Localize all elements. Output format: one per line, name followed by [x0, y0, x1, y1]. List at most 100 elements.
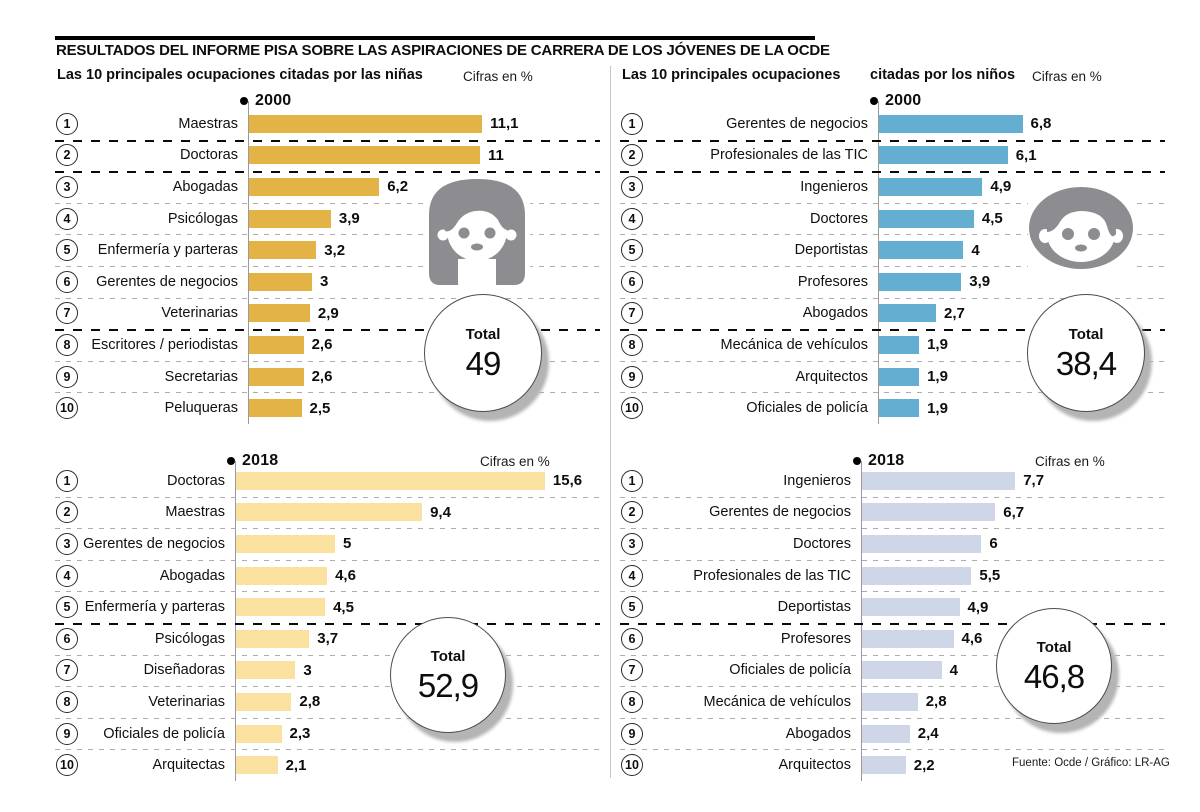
- value-label: 1,9: [927, 399, 948, 417]
- rank-badge: 3: [621, 533, 643, 555]
- year-label: 2018: [242, 452, 279, 469]
- rank-badge: 9: [56, 722, 78, 745]
- value-bar: [236, 471, 545, 490]
- total-label: Total: [1068, 325, 1104, 343]
- value-bar: [236, 503, 423, 522]
- cifras-note-right: Cifras en %: [1032, 69, 1102, 84]
- row-separator: [620, 266, 1165, 267]
- occupation-label: Deportistas: [777, 599, 851, 616]
- occupation-label: Veterinarias: [161, 305, 238, 322]
- value-bar: [236, 693, 292, 711]
- value-bar: [879, 178, 983, 196]
- value-bar: [879, 114, 1023, 133]
- row-separator: [620, 171, 1165, 174]
- value-label: 1,9: [927, 336, 948, 354]
- value-label: 6,1: [1015, 146, 1037, 164]
- rank-badge: 4: [621, 207, 643, 230]
- value-label: 4,5: [333, 598, 354, 616]
- occupation-label: Enfermería y parteras: [97, 242, 238, 259]
- rank-badge: 10: [621, 397, 643, 420]
- value-bar: [249, 146, 480, 165]
- title-rule: [55, 36, 815, 40]
- occupation-label: Profesionales de las TIC: [710, 147, 868, 164]
- occupation-label: Secretarias: [164, 368, 238, 385]
- source-credit: Fuente: Ocde / Gráfico: LR-AG: [1012, 757, 1170, 769]
- value-label: 4,5: [981, 210, 1003, 228]
- value-label: 2,9: [317, 304, 339, 322]
- row-separator: [55, 559, 600, 561]
- year-label: 2000: [255, 92, 292, 109]
- rank-badge: 2: [56, 144, 78, 167]
- value-label: 11: [488, 146, 504, 164]
- rank-badge: 6: [56, 270, 78, 293]
- value-label: 3,2: [324, 241, 346, 259]
- value-label: 2,8: [299, 693, 321, 711]
- rank-badge: 6: [621, 270, 643, 293]
- row-separator: [620, 717, 1165, 719]
- axis-dot-icon: [853, 457, 861, 465]
- row-separator: [55, 171, 600, 174]
- cifras-note-left: Cifras en %: [463, 69, 533, 84]
- occupation-label: Gerentes de negocios: [83, 535, 225, 552]
- value-bar: [879, 241, 964, 260]
- rank-badge: 1: [621, 112, 643, 135]
- total-value: 49: [465, 344, 502, 382]
- occupation-label: Mecánica de vehículos: [703, 693, 852, 710]
- value-label: 2,6: [311, 336, 333, 354]
- value-bar: [249, 178, 380, 196]
- value-label: 3: [320, 273, 329, 291]
- value-bar: [249, 209, 331, 228]
- value-label: 4: [971, 241, 980, 259]
- occupation-label: Abogadas: [159, 567, 225, 584]
- value-bar: [249, 241, 317, 260]
- value-bar: [862, 598, 960, 617]
- rank-badge: 4: [56, 564, 78, 587]
- value-label: 4,9: [967, 598, 989, 616]
- boy-face-icon: [1028, 186, 1134, 270]
- value-label: 2,1: [285, 756, 307, 774]
- value-label: 3,9: [969, 273, 991, 291]
- value-bar: [879, 399, 920, 418]
- value-label: 6,2: [387, 178, 409, 196]
- value-bar: [249, 399, 302, 418]
- rank-badge: 1: [56, 112, 78, 135]
- chart-boys-2000: 2000 1 Gerentes de negocios 6,8 2 Profesiona…: [620, 90, 1165, 432]
- year-label: 2018: [868, 452, 905, 469]
- value-label: 2,7: [944, 304, 965, 322]
- occupation-label: Doctoras: [166, 472, 225, 489]
- row-separator: [620, 496, 1165, 498]
- row-separator: [55, 392, 600, 394]
- row-separator: [620, 591, 1165, 593]
- chart-axis-line: [878, 101, 879, 424]
- value-bar: [236, 629, 310, 648]
- occupation-label: Mecánica de vehículos: [720, 336, 869, 353]
- rank-badge: 3: [621, 176, 643, 198]
- subtitle-boys-part2: citadas por los niños: [870, 67, 1016, 83]
- row-separator: [620, 329, 1165, 332]
- value-bar: [862, 756, 906, 775]
- value-label: 2,2: [913, 756, 935, 774]
- value-bar: [879, 304, 936, 323]
- row-separator: [620, 528, 1165, 530]
- occupation-label: Profesores: [780, 630, 851, 647]
- value-bar: [236, 566, 328, 585]
- value-bar: [236, 756, 278, 775]
- value-label: 11,1: [490, 115, 519, 133]
- rank-badge: 7: [621, 302, 643, 325]
- chart-year-header: 2018: [227, 452, 278, 470]
- total-label: Total: [1036, 638, 1072, 656]
- total-value: 38,4: [1055, 344, 1117, 382]
- occupation-label: Profesionales de las TIC: [693, 567, 851, 584]
- value-label: 4,9: [990, 178, 1012, 196]
- rank-badge: 8: [56, 691, 78, 713]
- row-separator: [620, 297, 1165, 299]
- rank-badge: 4: [621, 564, 643, 587]
- value-label: 6,7: [1003, 503, 1025, 521]
- value-bar: [879, 336, 920, 354]
- value-label: 6,8: [1030, 115, 1052, 133]
- value-bar: [862, 535, 982, 553]
- occupation-label: Oficiales de policía: [746, 400, 868, 417]
- value-label: 2,8: [925, 693, 947, 711]
- rank-badge: 8: [621, 691, 643, 713]
